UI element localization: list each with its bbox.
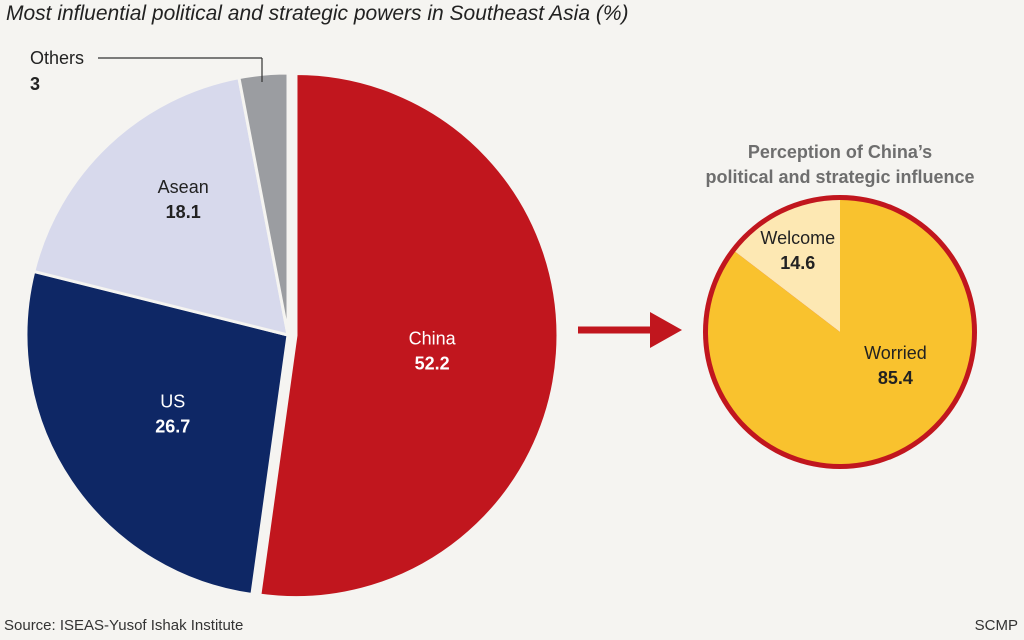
- slice-welcome: [735, 200, 840, 332]
- perception-pie: Worried 85.4 Welcome 14.6: [703, 195, 977, 469]
- slice-label-asean: Asean: [158, 177, 209, 197]
- slice-others: [237, 71, 290, 336]
- slice-value-others: 3: [30, 74, 40, 94]
- perception-title-line: political and strategic influence: [705, 167, 974, 187]
- chart-title: Most influential political and strategic…: [6, 2, 629, 25]
- slice-label-worried: Worried: [864, 343, 927, 363]
- slice-label-china: China: [409, 329, 457, 349]
- perception-pie-title: Perception of China’s political and strat…: [705, 142, 974, 187]
- slice-value-china: 52.2: [415, 354, 450, 374]
- slice-value-us: 26.7: [155, 417, 190, 437]
- slice-china: [258, 72, 560, 600]
- perception-title-line: Perception of China’s: [748, 142, 932, 162]
- slice-asean: [32, 75, 290, 338]
- credit: SCMP: [974, 617, 1018, 634]
- slice-label-others: Others: [30, 48, 84, 68]
- slice-value-worried: 85.4: [878, 368, 913, 388]
- slice-us: [24, 269, 290, 597]
- source-note: Source: ISEAS-Yusof Ishak Institute: [4, 617, 244, 634]
- slice-value-welcome: 14.6: [780, 253, 815, 273]
- slice-label-welcome: Welcome: [760, 228, 835, 248]
- slice-label-us: US: [160, 392, 185, 412]
- arrow-icon: [578, 312, 682, 348]
- main-pie: China 52.2 US 26.7 Asean 18.1 Others 3: [24, 48, 560, 600]
- slice-value-asean: 18.1: [166, 202, 201, 222]
